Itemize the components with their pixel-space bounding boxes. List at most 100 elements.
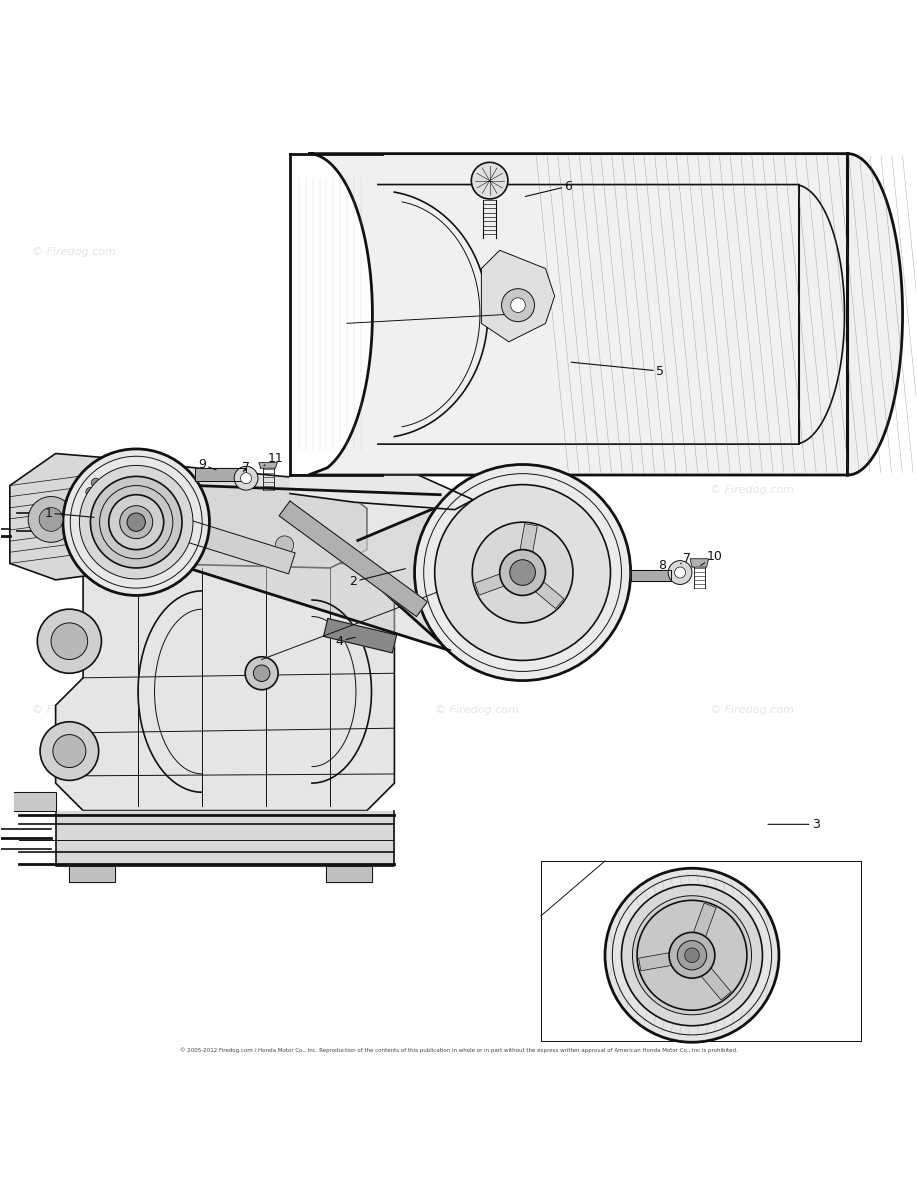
Circle shape: [109, 494, 163, 550]
Circle shape: [80, 466, 193, 578]
Text: © 2005-2012 Firedog.com / Honda Motor Co., Inc. Reproduction of the contents of : © 2005-2012 Firedog.com / Honda Motor Co…: [180, 1048, 737, 1054]
Polygon shape: [10, 454, 143, 580]
Circle shape: [124, 548, 131, 556]
Polygon shape: [290, 475, 473, 510]
Text: 8: 8: [656, 559, 666, 571]
Circle shape: [120, 505, 153, 539]
Circle shape: [92, 479, 101, 487]
Polygon shape: [56, 563, 394, 810]
Circle shape: [85, 502, 93, 509]
Polygon shape: [638, 952, 677, 971]
Text: © Firedog.com: © Firedog.com: [710, 485, 793, 496]
Circle shape: [91, 492, 98, 499]
Polygon shape: [102, 463, 152, 479]
Circle shape: [86, 487, 95, 497]
Polygon shape: [698, 964, 731, 1000]
Text: © Firedog.com: © Firedog.com: [646, 247, 729, 257]
Text: 1: 1: [44, 506, 94, 520]
Circle shape: [510, 559, 536, 586]
Circle shape: [150, 502, 158, 509]
Circle shape: [414, 464, 631, 680]
Circle shape: [511, 298, 525, 312]
Circle shape: [633, 895, 752, 1015]
Polygon shape: [691, 904, 716, 942]
Circle shape: [85, 526, 93, 533]
Text: 9: 9: [198, 458, 216, 470]
Text: © Firedog.com: © Firedog.com: [32, 704, 116, 715]
Polygon shape: [358, 504, 454, 655]
Polygon shape: [70, 865, 116, 882]
Polygon shape: [56, 810, 394, 865]
Text: 3: 3: [768, 818, 820, 830]
Text: 5: 5: [571, 362, 664, 378]
Polygon shape: [519, 523, 537, 558]
Circle shape: [435, 485, 611, 660]
Polygon shape: [481, 251, 555, 342]
Circle shape: [675, 568, 686, 578]
Circle shape: [500, 550, 546, 595]
Circle shape: [234, 467, 258, 490]
Polygon shape: [194, 468, 246, 481]
Text: 10: 10: [701, 550, 723, 565]
Circle shape: [83, 514, 91, 521]
Circle shape: [685, 948, 700, 962]
Circle shape: [669, 932, 715, 978]
Circle shape: [145, 492, 152, 499]
Circle shape: [40, 721, 99, 780]
Text: 6: 6: [525, 180, 572, 197]
Circle shape: [124, 480, 131, 487]
Polygon shape: [531, 578, 564, 608]
Circle shape: [51, 623, 88, 660]
Text: © Firedog.com: © Firedog.com: [435, 485, 519, 496]
Circle shape: [38, 610, 102, 673]
Text: 2: 2: [349, 569, 405, 588]
Polygon shape: [691, 559, 709, 568]
Circle shape: [101, 544, 108, 551]
Polygon shape: [182, 486, 449, 650]
Circle shape: [678, 941, 707, 970]
Circle shape: [91, 536, 98, 544]
Polygon shape: [15, 792, 56, 810]
Circle shape: [63, 449, 209, 595]
Text: © Firedog.com: © Firedog.com: [32, 247, 116, 257]
Circle shape: [28, 497, 74, 542]
Circle shape: [240, 473, 251, 484]
Circle shape: [502, 289, 535, 322]
Circle shape: [622, 884, 762, 1026]
Text: © Firedog.com: © Firedog.com: [435, 704, 519, 715]
Circle shape: [136, 484, 143, 491]
Circle shape: [253, 665, 270, 682]
Circle shape: [145, 536, 152, 544]
Polygon shape: [259, 463, 277, 468]
Text: 7: 7: [680, 552, 691, 565]
Circle shape: [153, 514, 160, 521]
Circle shape: [668, 560, 692, 584]
Polygon shape: [326, 865, 371, 882]
Circle shape: [245, 656, 278, 690]
Circle shape: [101, 484, 108, 491]
Circle shape: [112, 480, 119, 487]
Polygon shape: [324, 618, 396, 653]
Circle shape: [112, 548, 119, 556]
Circle shape: [91, 476, 182, 568]
Circle shape: [104, 499, 140, 536]
Text: 4: 4: [336, 635, 355, 648]
Text: 7: 7: [242, 461, 250, 474]
Text: © Firedog.com: © Firedog.com: [32, 485, 116, 496]
Circle shape: [605, 869, 779, 1043]
Polygon shape: [83, 463, 367, 568]
Circle shape: [275, 536, 293, 554]
Circle shape: [637, 900, 747, 1010]
Circle shape: [136, 544, 143, 551]
Polygon shape: [631, 570, 671, 581]
Polygon shape: [279, 502, 427, 617]
Polygon shape: [308, 154, 902, 475]
Circle shape: [127, 514, 146, 532]
Circle shape: [471, 162, 508, 199]
Polygon shape: [475, 572, 509, 595]
Circle shape: [152, 536, 170, 554]
Circle shape: [53, 734, 86, 768]
Text: © Firedog.com: © Firedog.com: [710, 704, 793, 715]
Polygon shape: [142, 508, 295, 574]
Text: 11: 11: [264, 451, 283, 466]
